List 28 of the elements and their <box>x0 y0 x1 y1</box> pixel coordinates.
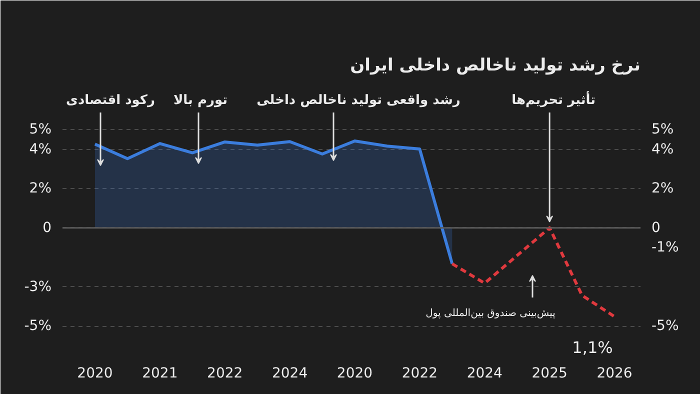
y-tick-label: 2% <box>29 180 52 197</box>
y-tick-label: 0 <box>42 220 52 236</box>
y-tick-label: -5% <box>24 318 52 334</box>
annotation: پیش‌بینی صندوق بین‌المللی پول <box>426 308 556 319</box>
y2-tick-label: 4% <box>652 141 674 158</box>
x-tick-label: 2021 <box>142 366 178 382</box>
x-tick-label: 2022 <box>402 366 438 382</box>
y-tick-label: 5% <box>29 122 52 138</box>
annotation: رکود اقتصادی <box>66 93 155 108</box>
annotation: 1,1% <box>572 338 613 357</box>
x-tick-label: 2020 <box>336 366 373 382</box>
x-tick-label: 2024 <box>272 366 308 382</box>
x-tick-label: 2025 <box>532 366 568 382</box>
y2-tick-label: -5% <box>652 318 679 334</box>
y-tick-label: -3% <box>24 278 52 295</box>
x-tick-label: 2024 <box>466 366 503 382</box>
annotation: رشد واقعی تولید ناخالص داخلی <box>256 93 460 108</box>
x-tick-label: 2020 <box>77 366 113 382</box>
x-tick-label: 2022 <box>207 366 243 382</box>
x-tick-label: 2026 <box>596 366 632 382</box>
annotation: تورم بالا <box>173 93 228 108</box>
y2-tick-label: 0 <box>652 220 660 236</box>
annotation: تأثیر تحریم‌ها <box>512 91 596 108</box>
y2-tick-label: -1% <box>652 239 679 256</box>
y-tick-label: 4% <box>29 141 52 158</box>
chart-title: نرخ رشد تولید ناخالص داخلی ایران <box>350 56 641 76</box>
y2-tick-label: 5% <box>652 122 674 138</box>
y2-tick-label: 2% <box>652 180 674 197</box>
